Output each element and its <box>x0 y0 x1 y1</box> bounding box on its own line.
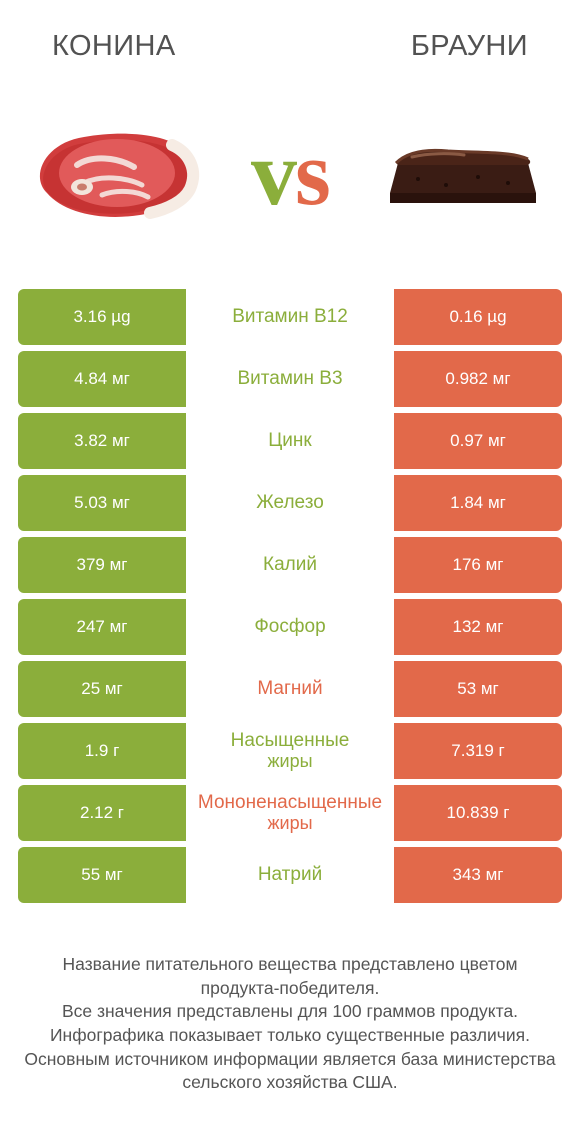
left-value: 25 мг <box>18 661 186 717</box>
table-row: 379 мгКалий176 мг <box>18 537 562 593</box>
hero-row: v s <box>18 105 562 245</box>
nutrient-name: Калий <box>186 537 394 593</box>
right-value: 7.319 г <box>394 723 562 779</box>
footer-note: Название питательного вещества представл… <box>18 953 562 1095</box>
right-value: 343 мг <box>394 847 562 903</box>
left-value: 5.03 мг <box>18 475 186 531</box>
right-value: 0.97 мг <box>394 413 562 469</box>
comparison-table: 3.16 µgВитамин B120.16 µg 4.84 мгВитамин … <box>18 289 562 903</box>
table-row: 25 мгМагний53 мг <box>18 661 562 717</box>
right-value: 176 мг <box>394 537 562 593</box>
nutrient-name: Магний <box>186 661 394 717</box>
left-value: 247 мг <box>18 599 186 655</box>
right-value: 132 мг <box>394 599 562 655</box>
vs-label: v s <box>212 120 368 230</box>
left-value: 3.16 µg <box>18 289 186 345</box>
table-row: 1.9 гНасыщенныежиры7.319 г <box>18 723 562 779</box>
nutrient-name: Фосфор <box>186 599 394 655</box>
right-value: 0.16 µg <box>394 289 562 345</box>
header-titles: КОНИНА БРАУНИ <box>18 30 562 63</box>
table-row: 55 мгНатрий343 мг <box>18 847 562 903</box>
note-line: Все значения представлены для 100 граммо… <box>22 1000 558 1024</box>
nutrient-name: Цинк <box>186 413 394 469</box>
table-row: 4.84 мгВитамин B30.982 мг <box>18 351 562 407</box>
note-line: Основным источником информации является … <box>22 1048 558 1095</box>
infographic-root: КОНИНА БРАУНИ <box>0 0 580 1125</box>
nutrient-name: Насыщенныежиры <box>186 723 394 779</box>
nutrient-name: Натрий <box>186 847 394 903</box>
nutrient-name: Железо <box>186 475 394 531</box>
svg-text:v: v <box>251 122 297 224</box>
left-value: 379 мг <box>18 537 186 593</box>
right-food-image <box>368 115 558 235</box>
table-row: 3.82 мгЦинк0.97 мг <box>18 413 562 469</box>
right-value: 1.84 мг <box>394 475 562 531</box>
right-value: 10.839 г <box>394 785 562 841</box>
right-value: 0.982 мг <box>394 351 562 407</box>
note-line: Название питательного вещества представл… <box>22 953 558 1000</box>
left-value: 3.82 мг <box>18 413 186 469</box>
nutrient-name: Витамин B12 <box>186 289 394 345</box>
right-value: 53 мг <box>394 661 562 717</box>
note-line: Инфографика показывает только существенн… <box>22 1024 558 1048</box>
left-food-image <box>22 115 212 235</box>
nutrient-name: Мононенасыщенныежиры <box>186 785 394 841</box>
table-row: 5.03 мгЖелезо1.84 мг <box>18 475 562 531</box>
table-row: 3.16 µgВитамин B120.16 µg <box>18 289 562 345</box>
left-value: 1.9 г <box>18 723 186 779</box>
left-value: 2.12 г <box>18 785 186 841</box>
left-value: 55 мг <box>18 847 186 903</box>
table-row: 247 мгФосфор132 мг <box>18 599 562 655</box>
svg-text:s: s <box>295 122 331 224</box>
nutrient-name: Витамин B3 <box>186 351 394 407</box>
left-food-title: КОНИНА <box>52 30 176 63</box>
right-food-title: БРАУНИ <box>411 30 528 63</box>
table-row: 2.12 гМононенасыщенныежиры10.839 г <box>18 785 562 841</box>
left-value: 4.84 мг <box>18 351 186 407</box>
